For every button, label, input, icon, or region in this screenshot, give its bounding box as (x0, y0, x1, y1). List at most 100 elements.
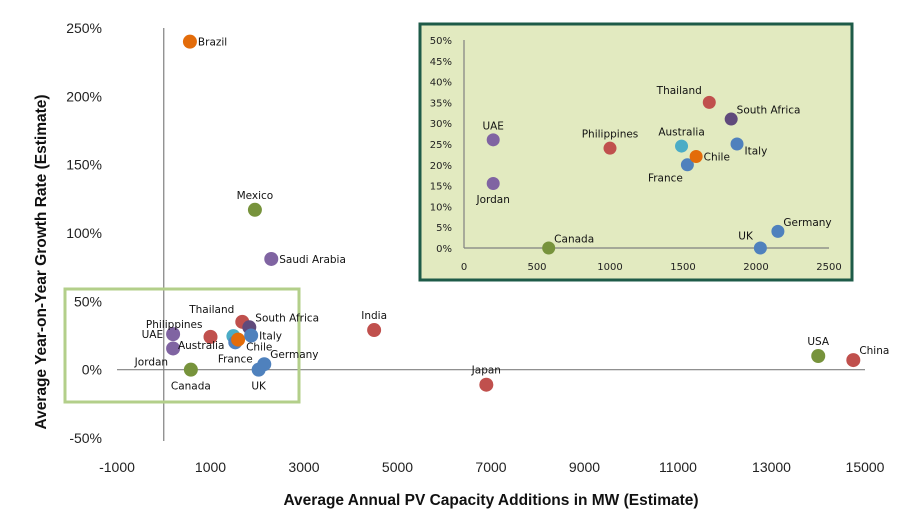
main-plot-axes (117, 28, 865, 441)
point-italy (730, 137, 744, 151)
data-label-australia: Australia (178, 340, 224, 352)
point-philippines (603, 141, 617, 155)
data-label-mexico: Mexico (237, 190, 274, 202)
point-canada (542, 241, 556, 255)
point-philippines (203, 329, 218, 344)
data-label-jordan: Jordan (134, 356, 168, 368)
data-label-italy: Italy (259, 331, 282, 343)
y-tick-label: 45% (430, 57, 452, 68)
data-label-germany: Germany (270, 349, 318, 361)
x-tick-label: 3000 (288, 459, 319, 475)
point-italy (244, 328, 259, 343)
main-data-points: Brazil Mexico Saudi Arabia India Japan USA Chi… (134, 34, 889, 393)
data-label-thailand: Thailand (656, 85, 702, 97)
data-label-chile: Chile (704, 151, 730, 163)
data-label-germany: Germany (783, 217, 831, 229)
point-china (846, 353, 861, 368)
point-uae (166, 327, 181, 342)
y-tick-label: 250% (66, 20, 102, 36)
y-tick-label: 15% (430, 182, 452, 193)
x-tick-label: 2500 (816, 262, 841, 273)
data-label-philippines: Philippines (582, 129, 639, 141)
data-label-australia: Australia (658, 127, 704, 139)
point-australia (675, 139, 689, 153)
y-tick-label: 50% (430, 36, 452, 47)
x-tick-label: 1000 (597, 262, 622, 273)
y-tick-label: 10% (430, 202, 452, 213)
data-label-uae: UAE (142, 329, 164, 341)
y-tick-label: 30% (430, 119, 452, 130)
x-tick-label: 11000 (659, 459, 697, 475)
x-tick-label: 9000 (569, 459, 600, 475)
x-tick-label: 2000 (743, 262, 768, 273)
data-label-south-africa: South Africa (255, 312, 319, 324)
data-label-china: China (859, 345, 889, 357)
point-uae (486, 133, 500, 147)
y-tick-label: -50% (69, 430, 102, 446)
y-tick-label: 50% (74, 293, 102, 309)
y-tick-label: 40% (430, 78, 452, 89)
y-tick-label: 20% (430, 161, 452, 172)
y-tick-label: 100% (66, 225, 102, 241)
point-canada (183, 362, 198, 377)
y-tick-label: 35% (430, 98, 452, 109)
data-label-france: France (218, 353, 253, 365)
x-tick-label: 5000 (382, 459, 413, 475)
y-axis-title: Average Year-on-Year Growth Rate (Estima… (33, 94, 50, 429)
data-label-philippines: Philippines (146, 319, 203, 331)
inset-plot-axes (463, 40, 829, 249)
x-tick-label: -1000 (99, 459, 135, 475)
data-label-india: India (361, 310, 387, 322)
y-tick-label: 25% (430, 140, 452, 151)
data-label-france: France (648, 172, 683, 184)
main-tick-labels: -1000 1000 3000 5000 7000 9000 11000 13000 15000… (66, 20, 884, 475)
inset-tick-labels: 0 500 1000 1500 2000 2500 0% 5% 10% 15% 20% 25% 30% 3… (430, 36, 842, 273)
data-label-south-africa: South Africa (737, 105, 801, 117)
x-tick-label: 15000 (846, 459, 885, 475)
x-tick-label: 1000 (195, 459, 226, 475)
point-chile (689, 149, 703, 163)
point-thailand (702, 95, 716, 109)
point-uk (753, 241, 767, 255)
data-label-uae: UAE (482, 120, 504, 132)
inset-data-points: UAE Jordan Canada Philippines Australia Franc… (475, 85, 832, 255)
data-label-italy: Italy (745, 146, 768, 158)
point-usa (811, 349, 826, 363)
point-japan (479, 377, 494, 392)
data-label-chile: Chile (246, 342, 272, 354)
point-jordan (486, 177, 500, 191)
x-axis-title: Average Annual PV Capacity Additions in … (283, 492, 698, 509)
x-tick-label: 0 (461, 262, 467, 273)
point-germany (771, 224, 785, 238)
point-brazil (182, 34, 197, 49)
data-label-uk: UK (251, 381, 267, 393)
data-label-japan: Japan (471, 365, 501, 377)
data-label-brazil: Brazil (198, 37, 227, 49)
data-label-usa: USA (807, 336, 830, 348)
y-tick-label: 0% (436, 244, 452, 255)
y-tick-label: 0% (82, 362, 102, 378)
point-mexico (247, 202, 262, 217)
point-jordan (166, 341, 181, 356)
point-india (367, 323, 382, 338)
y-tick-label: 5% (436, 223, 452, 234)
data-label-jordan: Jordan (475, 194, 509, 206)
point-france (680, 158, 694, 172)
data-label-canada: Canada (554, 234, 594, 246)
point-germany (257, 357, 272, 372)
point-saudi-arabia (264, 251, 279, 266)
point-chile (231, 332, 246, 347)
data-label-canada: Canada (171, 381, 211, 393)
data-label-uk: UK (738, 231, 754, 243)
x-tick-label: 13000 (752, 459, 791, 475)
x-tick-label: 7000 (475, 459, 506, 475)
x-tick-label: 1500 (670, 262, 695, 273)
data-label-thailand: Thailand (188, 304, 234, 316)
data-label-saudi-arabia: Saudi Arabia (279, 254, 346, 266)
inset-chart-frame (418, 22, 854, 282)
y-tick-label: 200% (66, 88, 102, 104)
zoom-highlight-box (63, 287, 301, 404)
y-tick-label: 150% (66, 157, 102, 173)
x-tick-label: 500 (527, 262, 546, 273)
